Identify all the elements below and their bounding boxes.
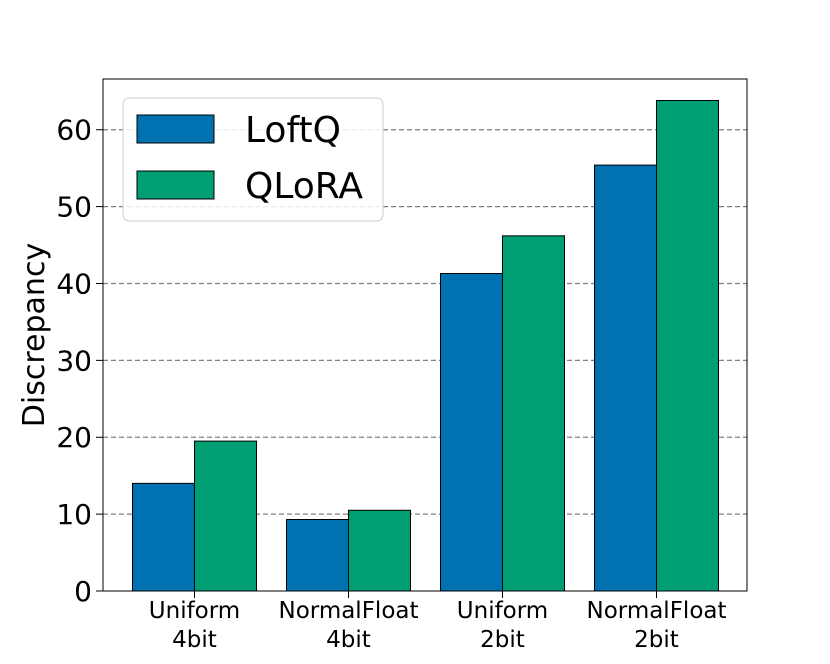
bar-qlora-3 [656,100,719,592]
y-tick-label: 10 [56,498,92,531]
x-tick-label: 2bit [480,627,525,653]
bar-loftq-0 [132,482,195,592]
y-tick-label: 50 [56,191,92,224]
bar-qlora-0 [194,440,257,592]
bar-loftq-3 [594,164,657,592]
y-axis: 0 10 20 30 40 50 60 [56,114,103,608]
bar-qlora-1 [348,509,411,592]
x-axis: Uniform 4bit NormalFloat 4bit Uniform 2bit Nor… [149,591,727,653]
bar-qlora-2 [502,235,565,592]
x-tick-label: 4bit [172,627,217,653]
plot-frame [102,78,748,592]
y-tick-label: 30 [56,344,92,377]
x-tick-label: Uniform [149,598,240,624]
x-tick-label: 2bit [634,627,679,653]
x-tick-label: NormalFloat [586,598,726,624]
legend-label-loftq: LoftQ [245,110,341,151]
bars [132,100,719,592]
legend-label-qlora: QLoRA [245,166,363,207]
y-tick-label: 40 [56,267,92,300]
x-tick-label: 4bit [326,627,371,653]
bar-loftq-2 [440,272,503,592]
legend: LoftQ QLoRA [122,97,384,222]
y-tick-label: 60 [56,114,92,147]
x-tick-label: Uniform [457,598,548,624]
y-tick-label: 20 [56,421,92,454]
legend-swatch-loftq [136,114,215,144]
y-tick-label: 0 [74,575,92,608]
y-axis-label: Discrepancy [17,243,52,427]
x-tick-label: NormalFloat [278,598,418,624]
legend-swatch-qlora [136,170,215,200]
bar-loftq-1 [286,519,349,592]
